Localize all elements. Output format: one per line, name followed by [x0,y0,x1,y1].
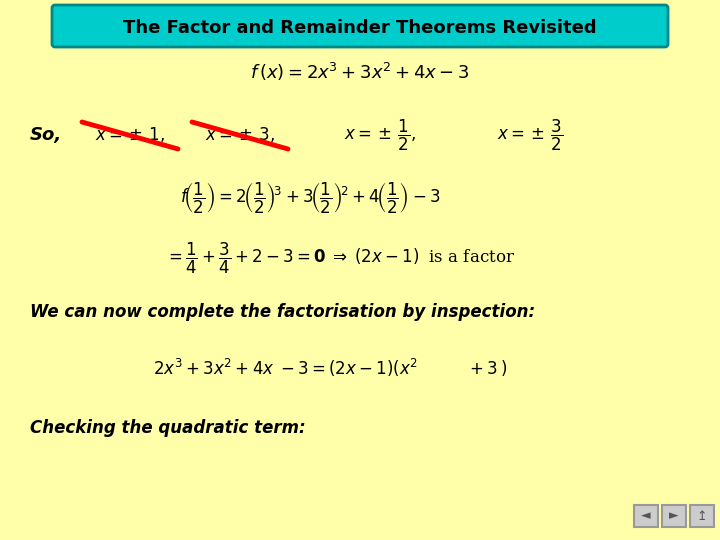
Text: $x = \pm\, 1,$: $x = \pm\, 1,$ [95,125,165,145]
Text: The Factor and Remainder Theorems Revisited: The Factor and Remainder Theorems Revisi… [123,19,597,37]
Text: ↥: ↥ [697,510,707,523]
Text: $x = \pm\,\dfrac{3}{2}$: $x = \pm\,\dfrac{3}{2}$ [497,117,563,153]
Text: $f\,(x) = 2x^3 + 3x^2 + 4x - 3$: $f\,(x) = 2x^3 + 3x^2 + 4x - 3$ [251,61,469,83]
FancyBboxPatch shape [52,5,668,47]
Text: $2x^3 + 3x^2 + 4x\;-3 = (2x-1)(x^2\qquad\quad +3\,)$: $2x^3 + 3x^2 + 4x\;-3 = (2x-1)(x^2\qquad… [153,357,507,379]
FancyBboxPatch shape [690,505,714,527]
FancyBboxPatch shape [662,505,686,527]
Text: $x = \pm\, 3,$: $x = \pm\, 3,$ [205,125,275,145]
Text: $x = \pm\,\dfrac{1}{2},$: $x = \pm\,\dfrac{1}{2},$ [344,117,416,153]
FancyBboxPatch shape [634,505,658,527]
Text: So,: So, [30,126,62,144]
Text: $f\!\left(\dfrac{1}{2}\right) = 2\!\left(\dfrac{1}{2}\right)^{\!3} + 3\!\left(\d: $f\!\left(\dfrac{1}{2}\right) = 2\!\left… [180,180,440,215]
Text: ►: ► [669,510,679,523]
Text: $= \dfrac{1}{4} + \dfrac{3}{4} + 2 - 3 = \mathbf{0}$$\;\Rightarrow\; (2x-1)\;$ i: $= \dfrac{1}{4} + \dfrac{3}{4} + 2 - 3 =… [165,240,515,275]
Text: ◄: ◄ [642,510,651,523]
Text: We can now complete the factorisation by inspection:: We can now complete the factorisation by… [30,303,535,321]
Text: Checking the quadratic term:: Checking the quadratic term: [30,419,305,437]
